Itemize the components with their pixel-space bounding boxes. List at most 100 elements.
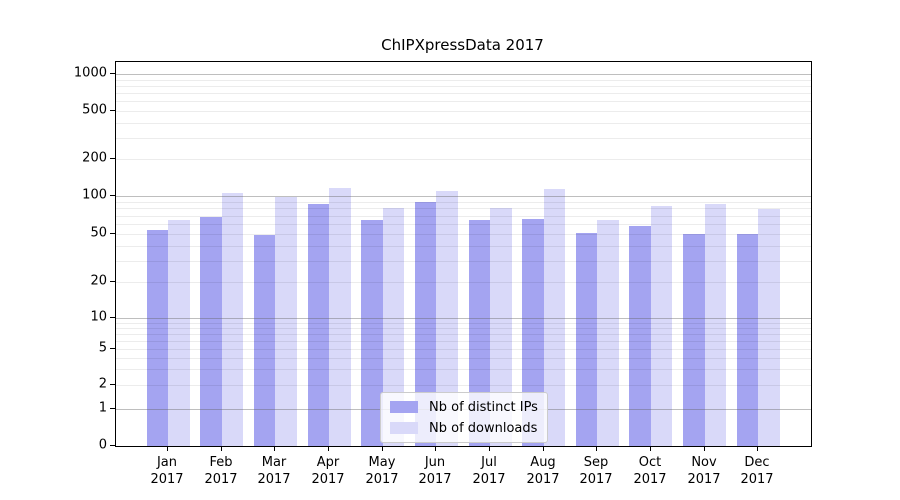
x-tick-label-oct: Oct 2017 [633,455,667,487]
bar-distinct-ips-apr [307,203,330,446]
x-tick-mark-sep [596,447,597,451]
y-tick-mark-1 [110,408,115,409]
y-tick-label-1: 1 [98,400,107,416]
bar-distinct-ips-sep [575,232,598,446]
y-gridline-minor [116,385,811,386]
x-tick-mark-aug [543,447,544,451]
y-gridline-minor [116,202,811,203]
y-tick-label-2: 2 [98,376,107,392]
bar-downloads-jan [168,219,190,446]
y-tick-label-0: 0 [98,437,107,453]
y-tick-label-1000: 1000 [73,65,107,81]
y-tick-mark-20 [110,281,115,282]
x-tick-label-dec: Dec 2017 [740,455,774,487]
bar-downloads-feb [221,192,244,446]
bar-distinct-ips-feb [200,217,222,446]
x-tick-label-nov: Nov 2017 [687,455,721,487]
bar-distinct-ips-dec [736,234,759,446]
x-tick-mark-oct [650,447,651,451]
y-tick-label-50: 50 [90,225,107,241]
legend: Nb of distinct IPs Nb of downloads [380,392,548,443]
legend-item-downloads: Nb of downloads [390,419,538,437]
legend-item-distinct-ips: Nb of distinct IPs [390,398,538,416]
y-gridline-1000 [116,74,811,75]
y-gridline-minor [116,93,811,94]
bar-distinct-ips-may [361,220,383,446]
y-gridline-minor [116,261,811,262]
y-tick-mark-5 [110,348,115,349]
y-gridline-minor [116,369,811,370]
y-gridline-minor [116,159,811,160]
x-tick-mark-mar [274,447,275,451]
y-gridline-minor [116,138,811,139]
bar-downloads-jul [490,207,512,446]
x-tick-label-may: May 2017 [365,455,399,487]
y-gridline-100 [116,196,811,197]
y-tick-mark-200 [110,158,115,159]
x-tick-label-jul: Jul 2017 [472,455,506,487]
bar-downloads-oct [650,205,673,446]
y-tick-label-20: 20 [90,273,107,289]
x-tick-mark-feb [221,447,222,451]
x-tick-label-jan: Jan 2017 [150,455,184,487]
bar-distinct-ips-aug [522,218,544,446]
y-gridline-minor [116,246,811,247]
y-tick-mark-500 [110,110,115,111]
y-tick-label-200: 200 [82,150,107,166]
y-tick-mark-2 [110,384,115,385]
y-tick-label-10: 10 [90,309,107,325]
bar-downloads-apr [329,187,351,446]
y-gridline-minor [116,323,811,324]
y-tick-mark-1000 [110,73,115,74]
bar-downloads-nov [704,204,727,446]
y-gridline-minor [116,216,811,217]
legend-label-distinct-ips: Nb of distinct IPs [429,399,538,415]
x-tick-mark-may [382,447,383,451]
bar-downloads-may [382,208,405,446]
x-tick-label-feb: Feb 2017 [204,455,238,487]
x-tick-label-mar: Mar 2017 [257,455,291,487]
x-tick-mark-jan [167,447,168,451]
y-gridline-minor [116,86,811,87]
x-tick-mark-apr [328,447,329,451]
bar-distinct-ips-nov [683,234,705,446]
bar-distinct-ips-jun [414,202,437,446]
y-gridline-10 [116,318,811,319]
y-gridline-minor [116,224,811,225]
bar-downloads-aug [543,189,566,446]
y-gridline-minor [116,334,811,335]
legend-swatch-distinct-ips [390,401,418,413]
plot-area [115,61,812,447]
legend-swatch-downloads [390,422,418,434]
y-tick-mark-0 [110,445,115,446]
y-tick-mark-50 [110,233,115,234]
x-tick-mark-nov [704,447,705,451]
bar-downloads-jun [436,191,458,446]
bar-downloads-mar [275,197,297,446]
x-tick-label-jun: Jun 2017 [418,455,452,487]
bar-distinct-ips-jan [146,229,169,446]
x-tick-label-sep: Sep 2017 [579,455,613,487]
y-gridline-minor [116,208,811,209]
x-tick-label-apr: Apr 2017 [311,455,345,487]
bar-distinct-ips-mar [253,235,276,446]
y-gridline-minor [116,328,811,329]
y-gridline-minor [116,341,811,342]
x-tick-label-aug: Aug 2017 [526,455,560,487]
x-tick-mark-jul [489,447,490,451]
bar-distinct-ips-oct [629,225,651,446]
y-tick-mark-10 [110,317,115,318]
y-gridline-minor [116,282,811,283]
legend-label-downloads: Nb of downloads [429,420,538,436]
y-tick-label-100: 100 [82,187,107,203]
bar-distinct-ips-jul [468,220,491,446]
y-gridline-minor [116,358,811,359]
x-tick-mark-jun [435,447,436,451]
bar-downloads-dec [758,208,780,446]
y-gridline-minor [116,123,811,124]
y-gridline-minor [116,80,811,81]
y-gridline-minor [116,349,811,350]
y-tick-mark-100 [110,195,115,196]
y-gridline-minor [116,111,811,112]
